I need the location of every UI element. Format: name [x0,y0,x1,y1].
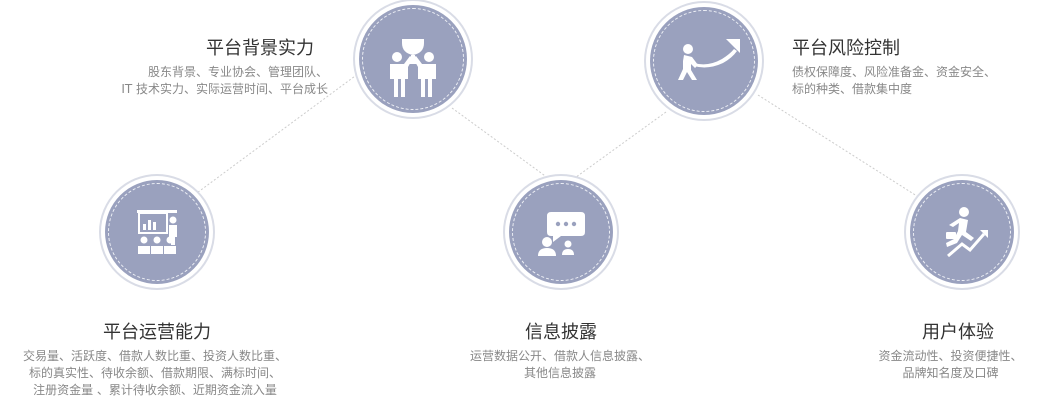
node-risk-title: 平台风险控制 [792,38,900,59]
desc-line: 其他信息披露 [523,366,596,380]
node-background-title: 平台背景实力 [206,38,314,59]
chat-bubble-user-icon [538,212,585,256]
node-operation-desc: 交易量、活跃度、借款人数比重、投资人数比重、 标的真实性、待收余额、借款期限、满… [0,348,310,399]
node-risk-desc: 债权保障度、风险准备金、资金安全、 标的种类、借款集中度 [792,64,996,98]
tug-of-war-arrow-icon [678,39,740,80]
desc-line: 注册资金量 、累计待收余额、近期资金流入量 [33,383,277,397]
connector-risk-experience [757,94,921,199]
node-disclosure-title: 信息披露 [525,322,597,343]
desc-line: 标的种类、借款集中度 [792,82,913,96]
node-disclosure-circle [509,180,613,284]
desc-line: 运营数据公开、借款人信息披露、 [469,349,650,363]
desc-line: 债权保障度、风险准备金、资金安全、 [792,65,997,79]
connector-background-disclosure [451,107,549,179]
desc-line: 资金流动性、投资便捷性、 [878,349,1023,363]
presentation-audience-icon [137,210,177,254]
node-background-circle [359,5,467,113]
desc-line: 标的真实性、待收余额、借款期限、满标时间、 [28,366,281,380]
node-experience-circle [910,180,1014,284]
runner-briefcase-arrow-icon [946,207,988,258]
node-disclosure-desc: 运营数据公开、借款人信息披露、 其他信息披露 [440,348,680,382]
node-operation-title: 平台运营能力 [103,322,211,343]
connector-risk-disclosure [571,111,667,181]
node-experience-desc: 资金流动性、投资便捷性、 品牌知名度及口碑 [860,348,1041,382]
desc-line: 股东背景、专业协会、管理团队、 [147,65,328,79]
node-risk-circle [650,7,758,115]
desc-line: IT 技术实力、实际运营时间、平台成长 [121,82,328,96]
desc-line: 交易量、活跃度、借款人数比重、投资人数比重、 [22,349,287,363]
desc-line: 品牌知名度及口碑 [902,366,999,380]
node-background-desc: 股东背景、专业协会、管理团队、 IT 技术实力、实际运营时间、平台成长 [121,64,328,98]
node-operation-circle [105,180,209,284]
node-experience-title: 用户体验 [922,322,994,343]
connector-background-operation [189,64,371,199]
trophy-handshake-icon [390,39,436,97]
